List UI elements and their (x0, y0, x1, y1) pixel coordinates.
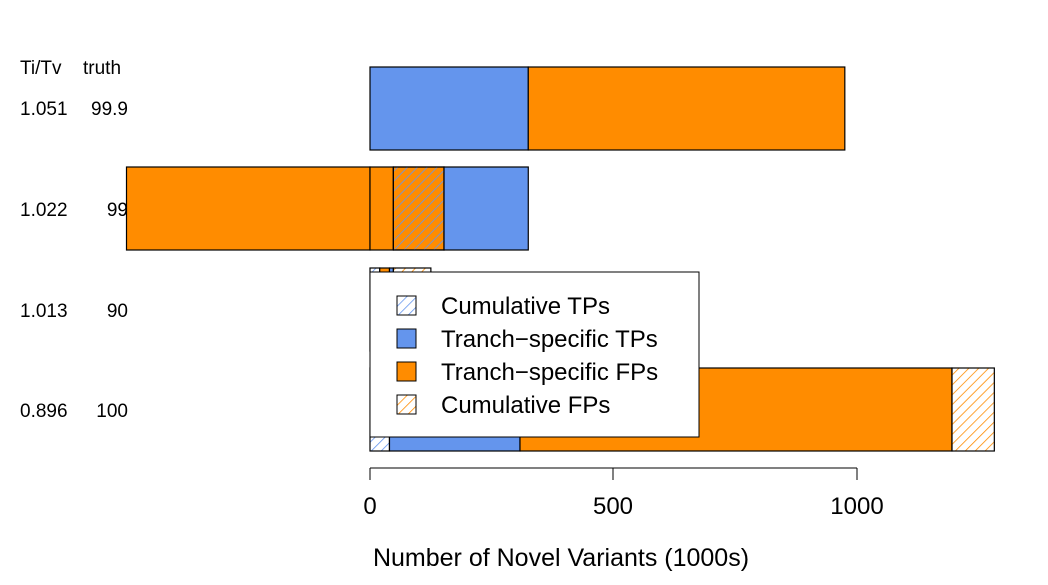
legend-swatch-tranch-specific-tps (396, 328, 417, 349)
column-header-titv: Ti/Tv (20, 58, 62, 79)
row-label-truth: 90 (107, 301, 128, 322)
x-tick-label: 1000 (830, 493, 883, 520)
bar-segment-cumulative-tp (392, 166, 445, 251)
row-label-titv: 1.022 (20, 200, 68, 221)
row-label-truth: 99.9 (91, 99, 128, 120)
row-label-truth: 100 (96, 401, 128, 422)
bar-segment-tranch-specific-tp (443, 166, 529, 251)
bar-segment-tranch-specific-fp (527, 66, 846, 151)
bar-segment-cumulative-fp (951, 367, 995, 452)
legend-swatch-cumulative-fps (396, 394, 417, 415)
legend-box (369, 271, 700, 438)
legend-label: Tranch−specific TPs (441, 326, 658, 353)
bar-segment-tranch-specific-fp (369, 166, 394, 251)
bar-segment-tranch-specific-tp (369, 66, 529, 151)
x-axis: 0 500 1000 (363, 467, 884, 520)
row-label-truth: 99 (107, 200, 128, 221)
legend: Cumulative TPs Tranch−specific TPs Tranc… (369, 271, 700, 438)
row-label-titv: 0.896 (20, 401, 68, 422)
x-tick-label: 0 (363, 493, 376, 520)
legend-swatch-tranch-specific-fps (396, 361, 417, 382)
legend-label: Cumulative FPs (441, 392, 610, 419)
legend-swatch-cumulative-tps (396, 295, 417, 316)
row-label-titv: 1.051 (20, 99, 68, 120)
x-axis-title: Number of Novel Variants (1000s) (373, 544, 749, 572)
bar-segment-tranch-specific-fp (125, 166, 371, 251)
column-header-truth: truth (83, 58, 121, 79)
legend-label: Cumulative TPs (441, 293, 610, 320)
row-label-titv: 1.013 (20, 301, 68, 322)
legend-label: Tranch−specific FPs (441, 359, 658, 386)
x-tick-label: 500 (593, 493, 633, 520)
